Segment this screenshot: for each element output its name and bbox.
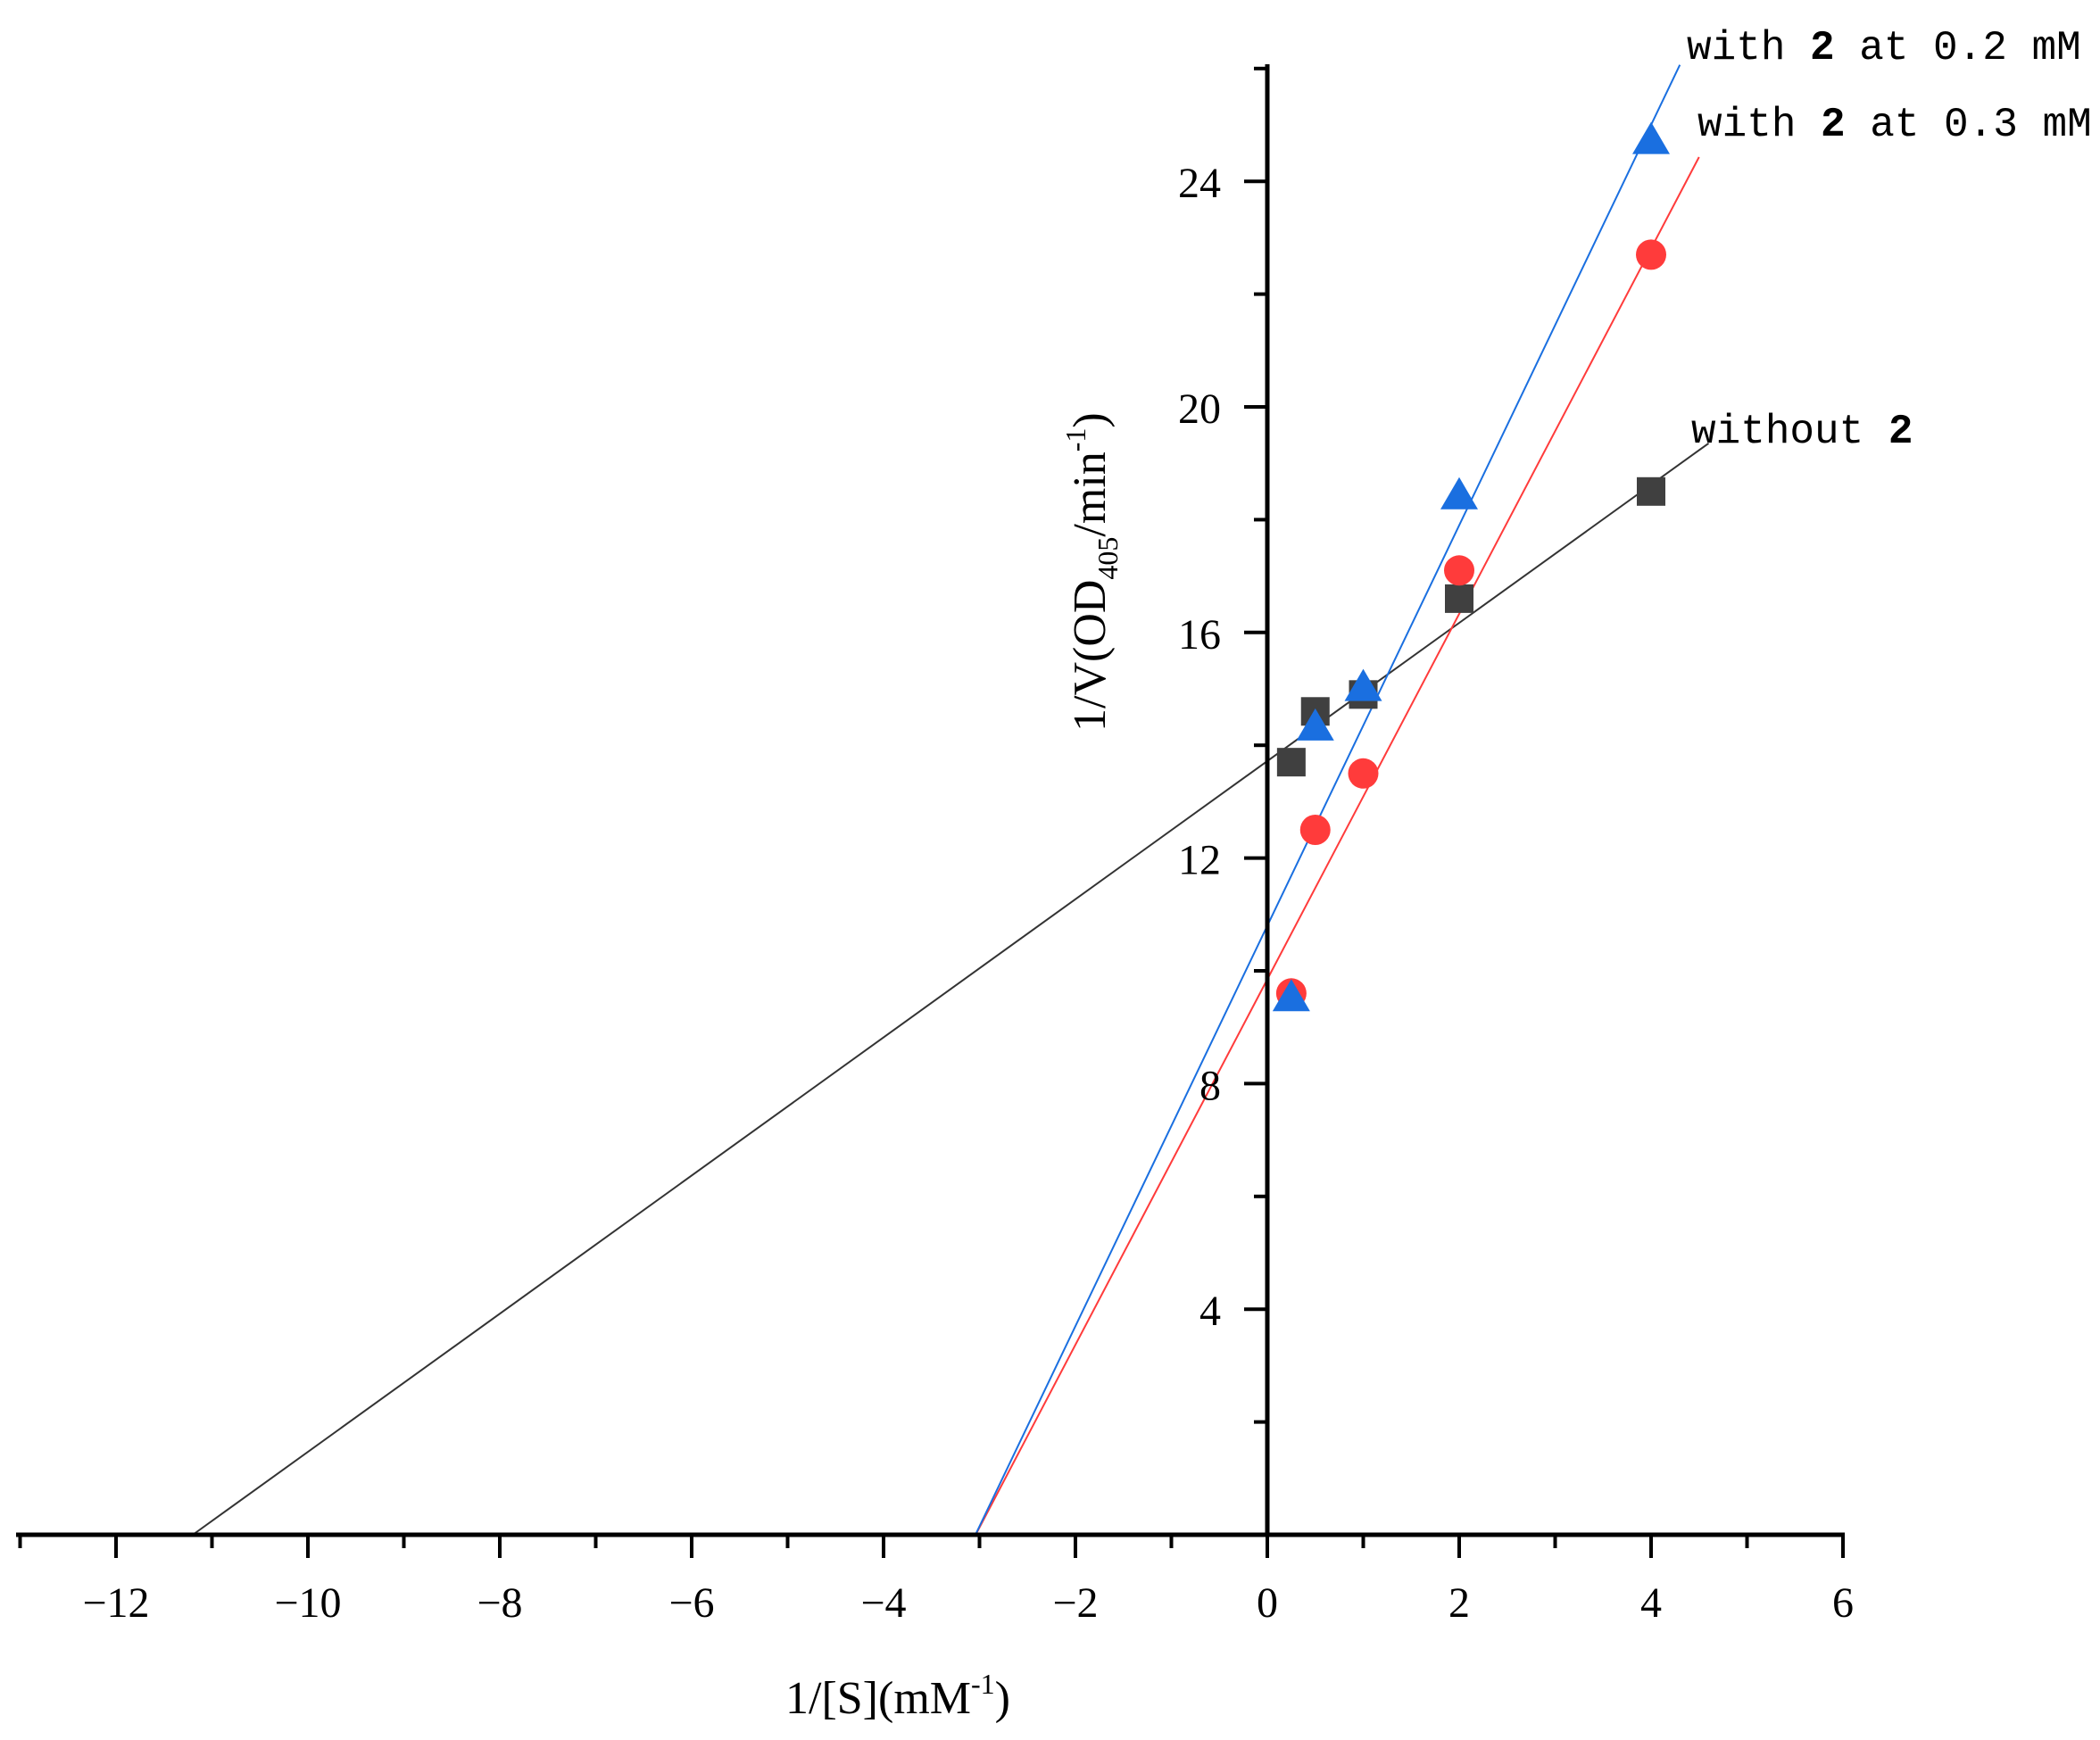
fit-lines <box>192 64 1710 1536</box>
x-tick-label: −12 <box>82 1579 149 1627</box>
x-tick-label: 4 <box>1640 1579 1662 1627</box>
point-series-2 <box>1632 121 1670 154</box>
y-tick-label: 8 <box>1199 1062 1221 1109</box>
y-tick-label: 24 <box>1178 160 1221 207</box>
data-markers <box>1272 121 1670 1012</box>
y-tick-label: 20 <box>1178 385 1221 433</box>
series-label-with-2-0.2: with 2 at 0.2 mM <box>1687 25 2081 71</box>
point-series-0 <box>1445 584 1473 613</box>
y-tick-label: 4 <box>1199 1288 1221 1335</box>
series-label-without-2: without 2 <box>1691 409 1913 455</box>
x-axis-title: 1/[S](mM-1) <box>785 1668 1010 1724</box>
x-tick-label: 2 <box>1448 1579 1470 1627</box>
series-label-with-2-0.3: with 2 at 0.3 mM <box>1697 102 2092 148</box>
point-series-0 <box>1276 748 1306 777</box>
point-series-2 <box>1344 668 1382 701</box>
y-tick-label: 16 <box>1178 611 1221 659</box>
x-tick-label: −6 <box>668 1579 714 1627</box>
axis-ticks <box>18 66 1845 1558</box>
point-series-1 <box>1444 555 1474 586</box>
point-series-2 <box>1296 708 1334 741</box>
x-tick-label: −4 <box>860 1579 906 1627</box>
point-series-1 <box>1636 239 1666 270</box>
fit-line-2 <box>975 64 1681 1536</box>
y-tick-label: 12 <box>1178 837 1221 884</box>
x-tick-label: −10 <box>274 1579 341 1627</box>
point-series-2 <box>1440 476 1478 510</box>
fit-line-1 <box>975 156 1700 1536</box>
x-tick-label: −8 <box>477 1579 522 1627</box>
point-series-0 <box>1637 476 1665 506</box>
fit-line-0 <box>192 442 1710 1536</box>
y-axis-title: 1/V(OD405/min-1) <box>1059 412 1124 732</box>
point-series-1 <box>1348 758 1379 789</box>
point-series-1 <box>1299 815 1331 845</box>
x-tick-label: −2 <box>1052 1579 1098 1627</box>
point-series-2 <box>1272 979 1310 1012</box>
x-tick-label: 0 <box>1257 1579 1278 1627</box>
x-tick-label: 6 <box>1832 1579 1854 1627</box>
